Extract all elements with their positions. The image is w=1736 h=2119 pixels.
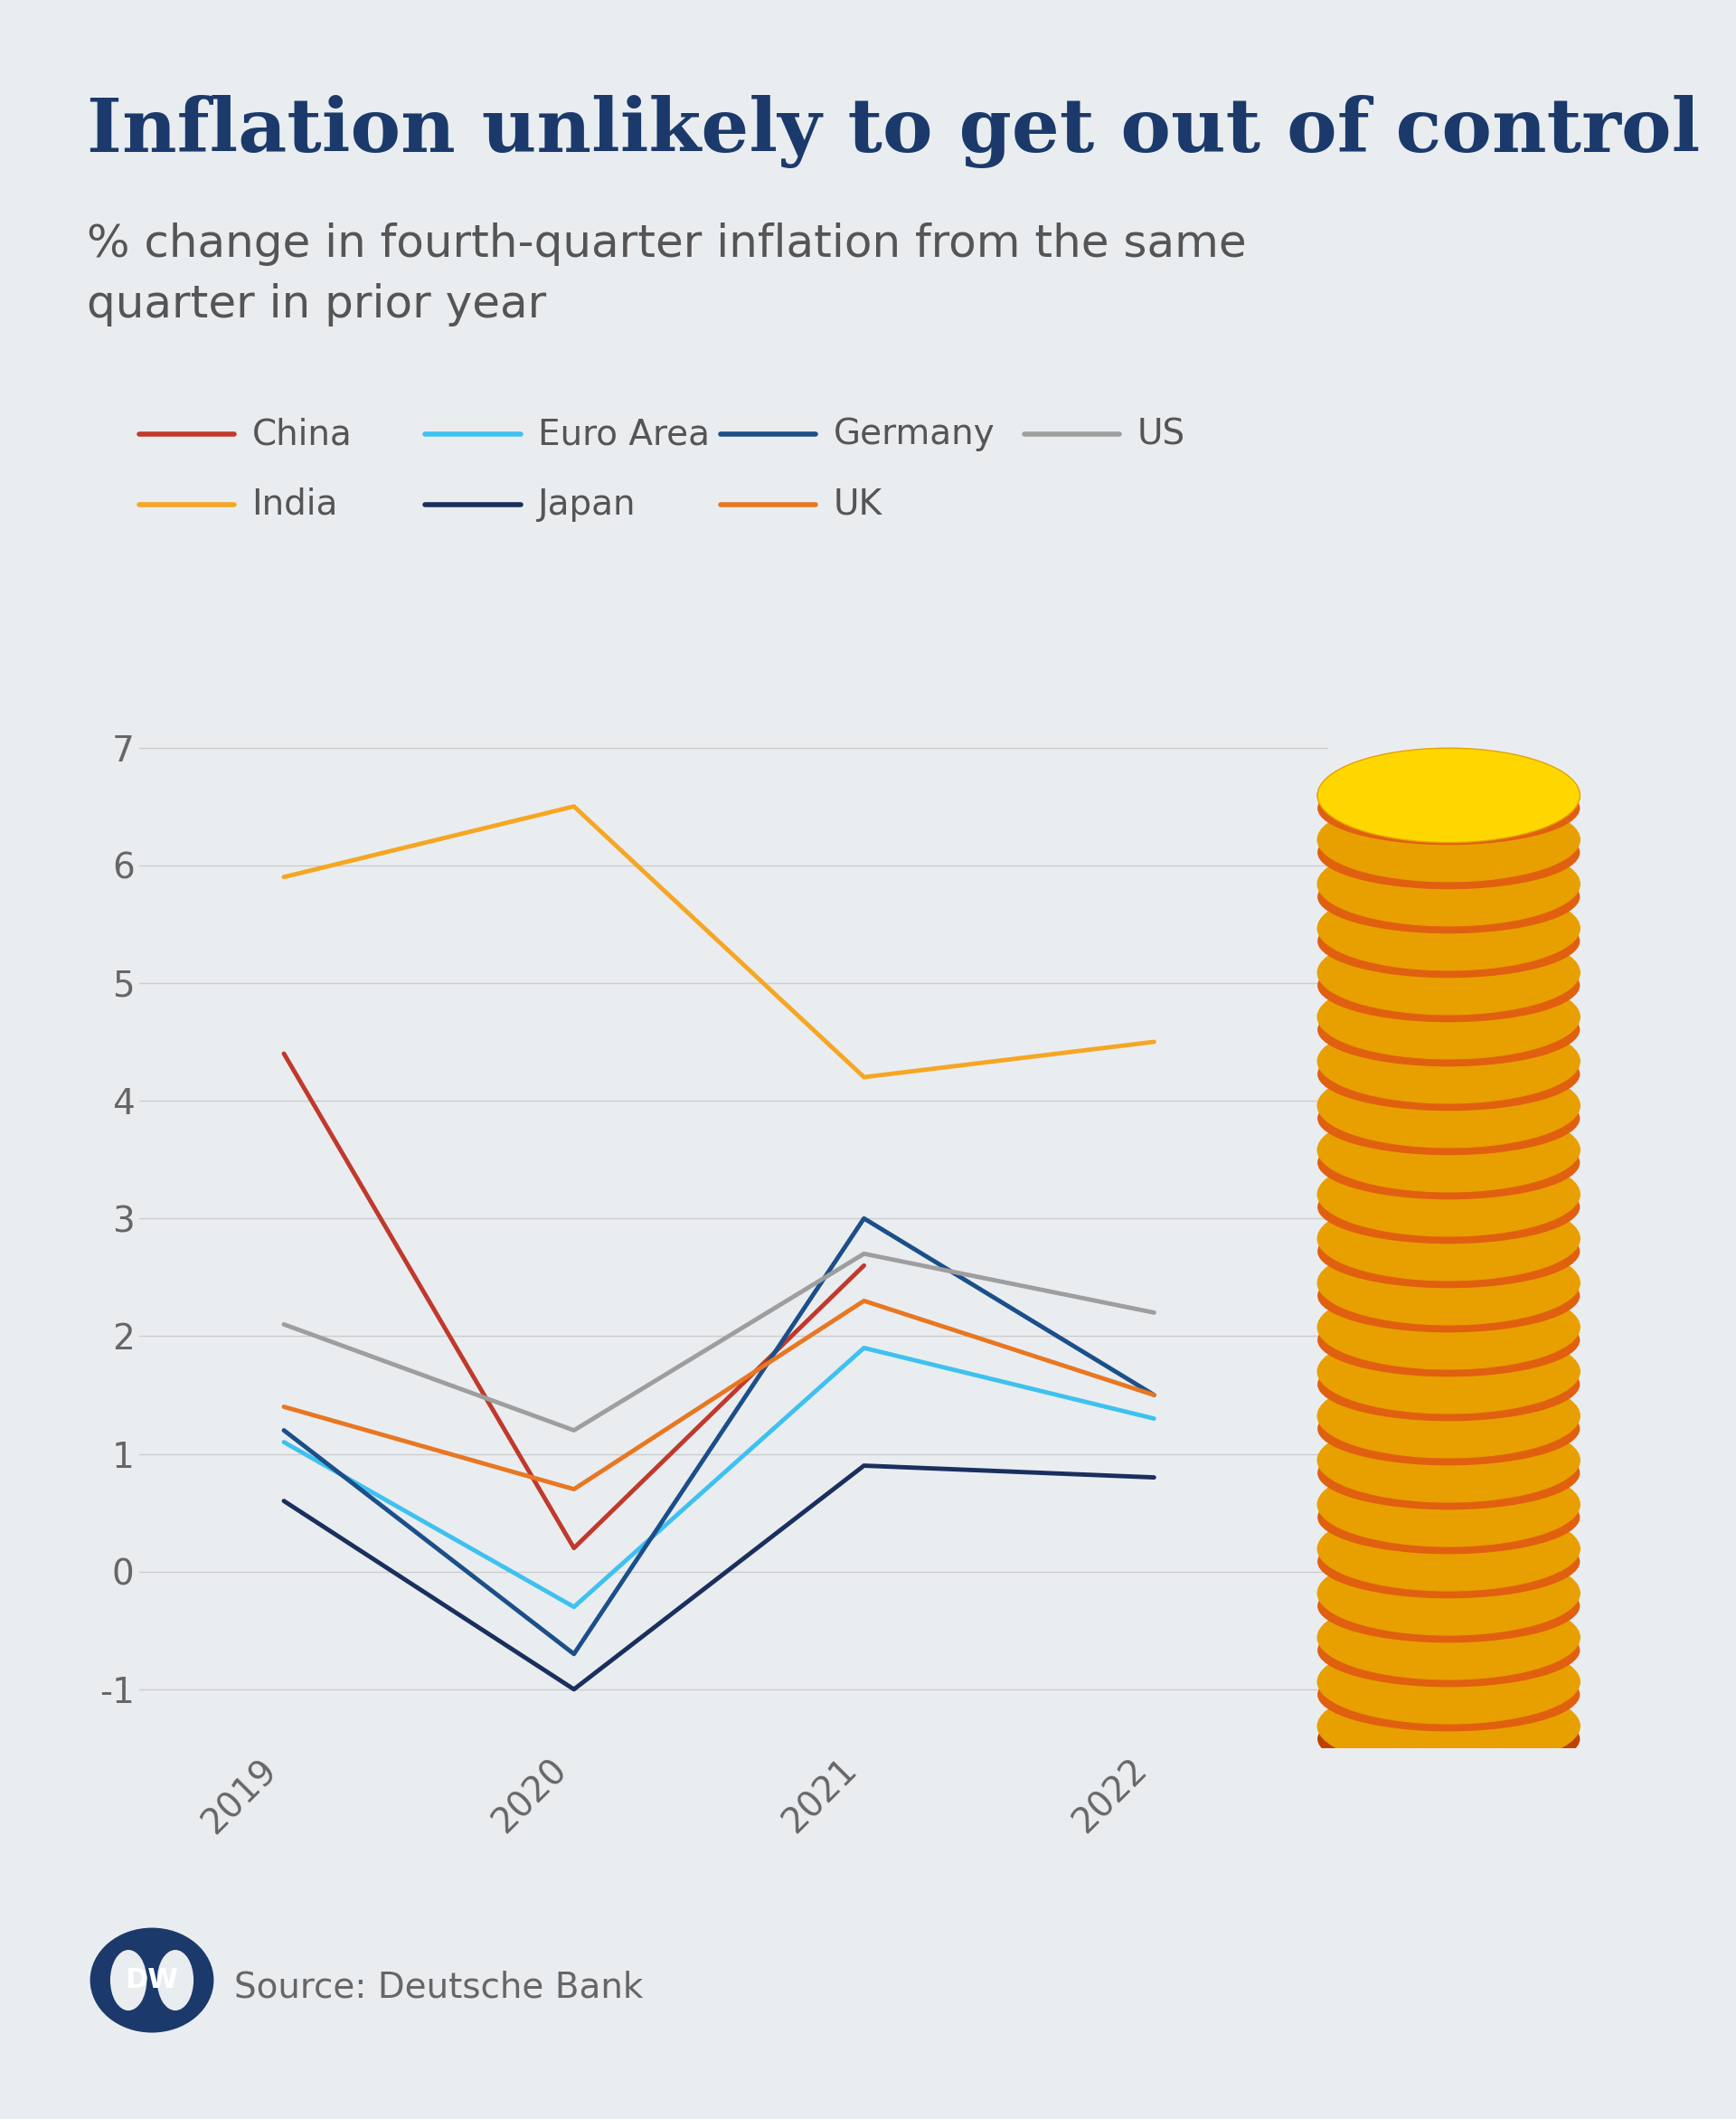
Text: % change in fourth-quarter inflation from the same
quarter in prior year: % change in fourth-quarter inflation fro…: [87, 222, 1246, 326]
Ellipse shape: [1318, 771, 1580, 845]
Ellipse shape: [1318, 1214, 1580, 1288]
Text: Inflation unlikely to get out of control: Inflation unlikely to get out of control: [87, 95, 1700, 170]
Ellipse shape: [1318, 816, 1580, 890]
Ellipse shape: [1318, 886, 1580, 971]
Ellipse shape: [1318, 1242, 1580, 1324]
Ellipse shape: [1318, 1507, 1580, 1591]
Ellipse shape: [1318, 1286, 1580, 1369]
Ellipse shape: [1318, 1657, 1580, 1731]
Ellipse shape: [1318, 1437, 1580, 1509]
Ellipse shape: [1318, 930, 1580, 1015]
Ellipse shape: [1318, 1153, 1580, 1235]
Ellipse shape: [1318, 1685, 1580, 1767]
Ellipse shape: [1318, 1392, 1580, 1466]
Ellipse shape: [1318, 797, 1580, 882]
Ellipse shape: [1318, 1418, 1580, 1502]
Ellipse shape: [1318, 748, 1580, 843]
Text: Euro Area: Euro Area: [538, 417, 710, 451]
Text: Japan: Japan: [538, 487, 637, 521]
Ellipse shape: [1318, 1170, 1580, 1244]
Text: UK: UK: [833, 487, 882, 521]
Ellipse shape: [1318, 1197, 1580, 1280]
Ellipse shape: [1318, 1108, 1580, 1191]
Text: DW: DW: [125, 1966, 179, 1994]
Ellipse shape: [1318, 754, 1580, 837]
Text: China: China: [252, 417, 352, 451]
Ellipse shape: [1318, 1303, 1580, 1377]
Ellipse shape: [109, 1949, 146, 2011]
Ellipse shape: [1318, 1329, 1580, 1413]
Ellipse shape: [158, 1949, 194, 2011]
Ellipse shape: [1318, 1481, 1580, 1553]
Ellipse shape: [1318, 1259, 1580, 1333]
Text: India: India: [252, 487, 339, 521]
Ellipse shape: [1318, 1348, 1580, 1422]
Text: Source: Deutsche Bank: Source: Deutsche Bank: [234, 1971, 644, 2005]
Text: Germany: Germany: [833, 417, 995, 451]
Ellipse shape: [1318, 1570, 1580, 1642]
Ellipse shape: [1318, 1526, 1580, 1598]
Text: US: US: [1137, 417, 1186, 451]
Ellipse shape: [1318, 860, 1580, 934]
Ellipse shape: [1318, 905, 1580, 977]
Ellipse shape: [1318, 1702, 1580, 1776]
Ellipse shape: [1318, 1064, 1580, 1148]
Ellipse shape: [1318, 975, 1580, 1060]
Ellipse shape: [1318, 1038, 1580, 1110]
Ellipse shape: [1318, 1462, 1580, 1547]
Ellipse shape: [1318, 994, 1580, 1066]
Ellipse shape: [1318, 1081, 1580, 1155]
Ellipse shape: [1318, 1125, 1580, 1199]
Ellipse shape: [1318, 949, 1580, 1021]
Ellipse shape: [1318, 1596, 1580, 1680]
Ellipse shape: [90, 1928, 214, 2032]
Ellipse shape: [1318, 1551, 1580, 1636]
Ellipse shape: [1318, 1613, 1580, 1687]
Ellipse shape: [1318, 1640, 1580, 1723]
Ellipse shape: [1318, 1019, 1580, 1104]
Ellipse shape: [1318, 841, 1580, 926]
Ellipse shape: [1318, 1373, 1580, 1458]
